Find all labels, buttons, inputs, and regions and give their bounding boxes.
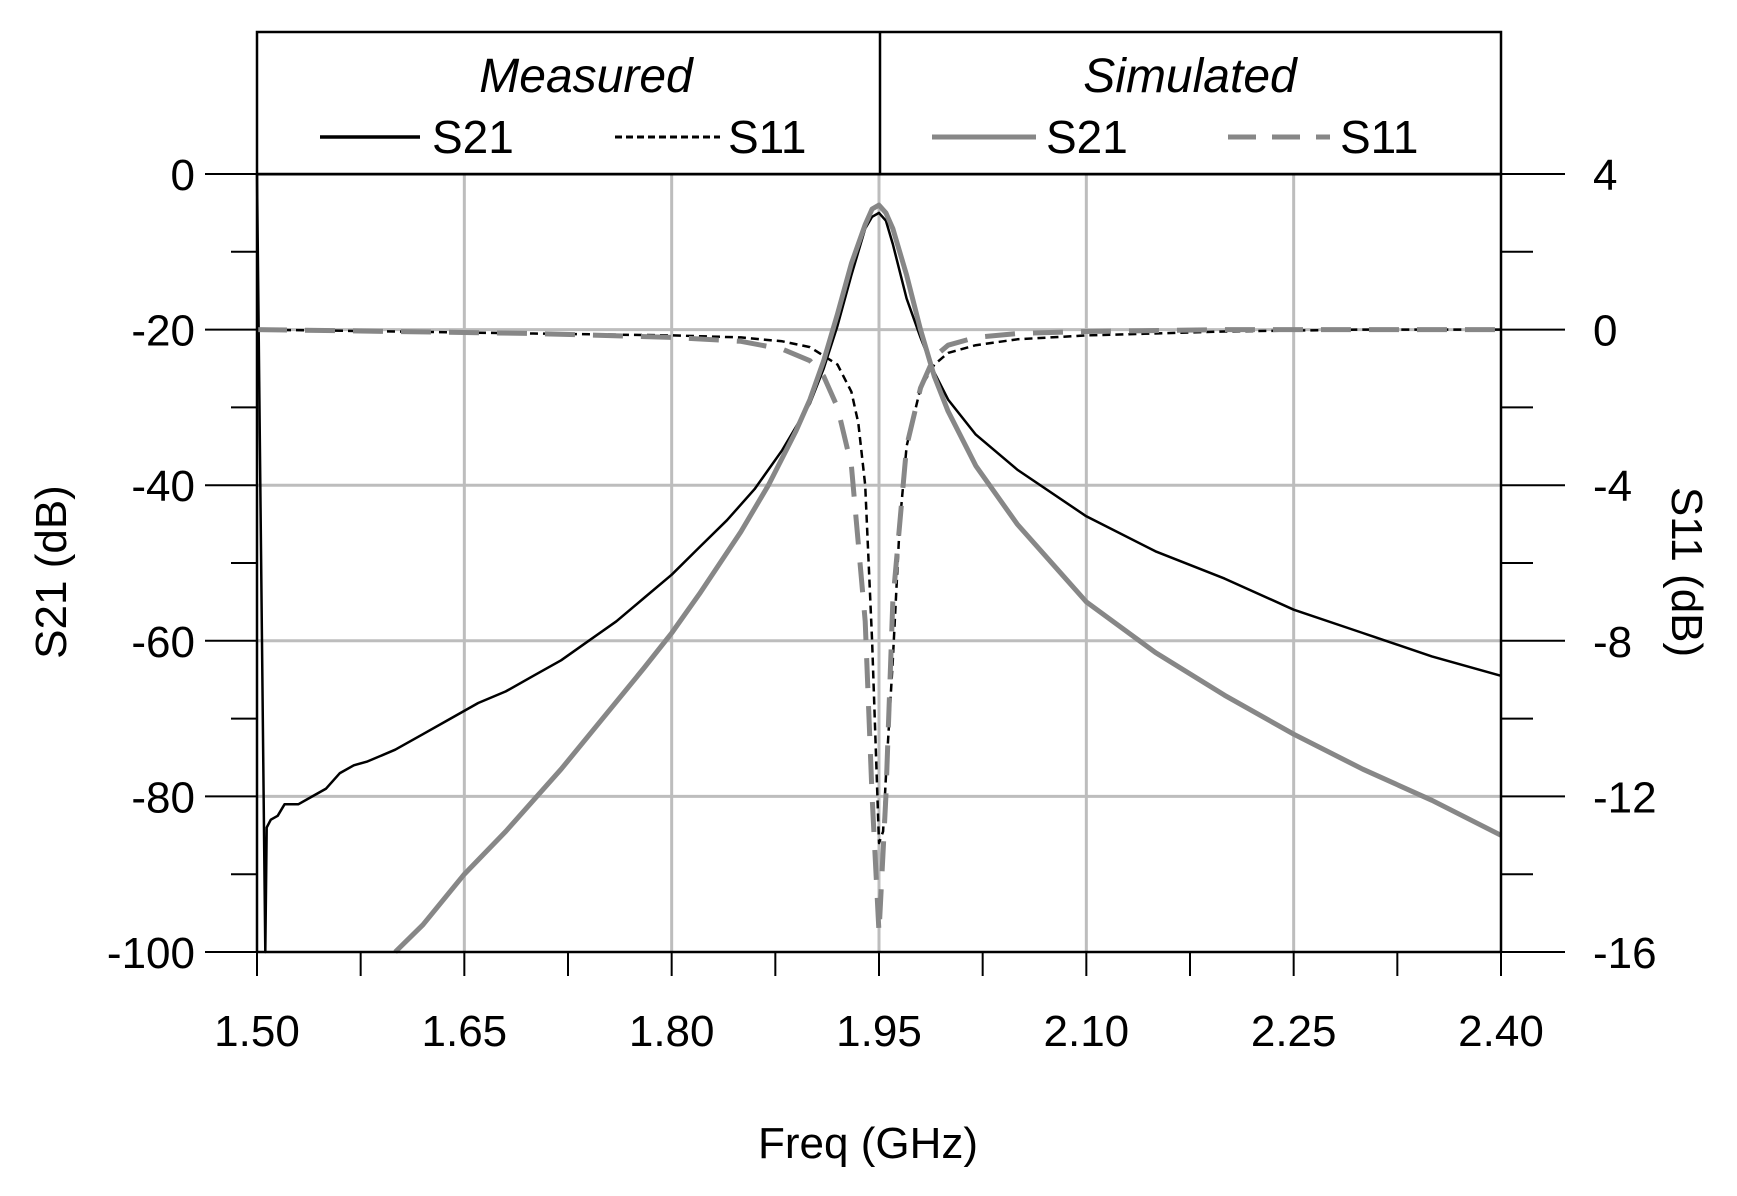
x-tick-label: 1.50 bbox=[214, 1007, 300, 1056]
series-simulated-s11 bbox=[256, 327, 1501, 935]
y-right-tick-label: -16 bbox=[1593, 929, 1657, 978]
y-axis-title-left: S21 (dB) bbox=[27, 485, 76, 659]
legend-header-measured: Measured bbox=[479, 50, 694, 103]
grid bbox=[257, 174, 1501, 952]
y-right-tick-label: -4 bbox=[1593, 462, 1632, 511]
series-measured-s21 bbox=[255, 173, 1502, 954]
y-right-tick-label: -12 bbox=[1593, 773, 1657, 822]
y-left-tick-label: -80 bbox=[131, 773, 195, 822]
y-right-tick-label: -8 bbox=[1593, 618, 1632, 667]
x-tick-label: 2.10 bbox=[1044, 1007, 1130, 1056]
y-left-tick-label: -60 bbox=[131, 618, 195, 667]
y-right-tick-label: 0 bbox=[1593, 307, 1617, 356]
legend-label-simulated-s11: S11 bbox=[1340, 111, 1418, 163]
series-lines bbox=[255, 173, 1503, 954]
ticks: 1.50 1.65 1.80 1.95 2.10 2.25 2.400-20-40-60-8… bbox=[107, 151, 1657, 1056]
y-left-tick-label: -100 bbox=[107, 929, 195, 978]
y-left-tick-label: 0 bbox=[171, 151, 195, 200]
legend-label-simulated-s21: S21 bbox=[1046, 111, 1128, 163]
y-axis-title-right: S11 (dB) bbox=[1662, 487, 1711, 657]
x-tick-label: 1.65 bbox=[422, 1007, 508, 1056]
x-tick-label: 2.25 bbox=[1251, 1007, 1337, 1056]
series-simulated-s21 bbox=[393, 202, 1503, 954]
series-measured-s11 bbox=[256, 328, 1501, 845]
x-tick-label: 1.95 bbox=[836, 1007, 922, 1056]
y-left-tick-label: -40 bbox=[131, 462, 195, 511]
x-axis-title: Freq (GHz) bbox=[758, 1119, 978, 1168]
y-left-tick-label: -20 bbox=[131, 307, 195, 356]
x-tick-label: 1.80 bbox=[629, 1007, 715, 1056]
x-tick-label: 2.40 bbox=[1458, 1007, 1544, 1056]
legend-label-measured-s11: S11 bbox=[728, 111, 806, 163]
y-right-tick-label: 4 bbox=[1593, 151, 1617, 200]
legend-header-simulated: Simulated bbox=[1083, 50, 1298, 103]
legend-label-measured-s21: S21 bbox=[432, 111, 514, 163]
legend: Measured Simulated S21 S11 S21 S11 bbox=[255, 30, 1503, 176]
